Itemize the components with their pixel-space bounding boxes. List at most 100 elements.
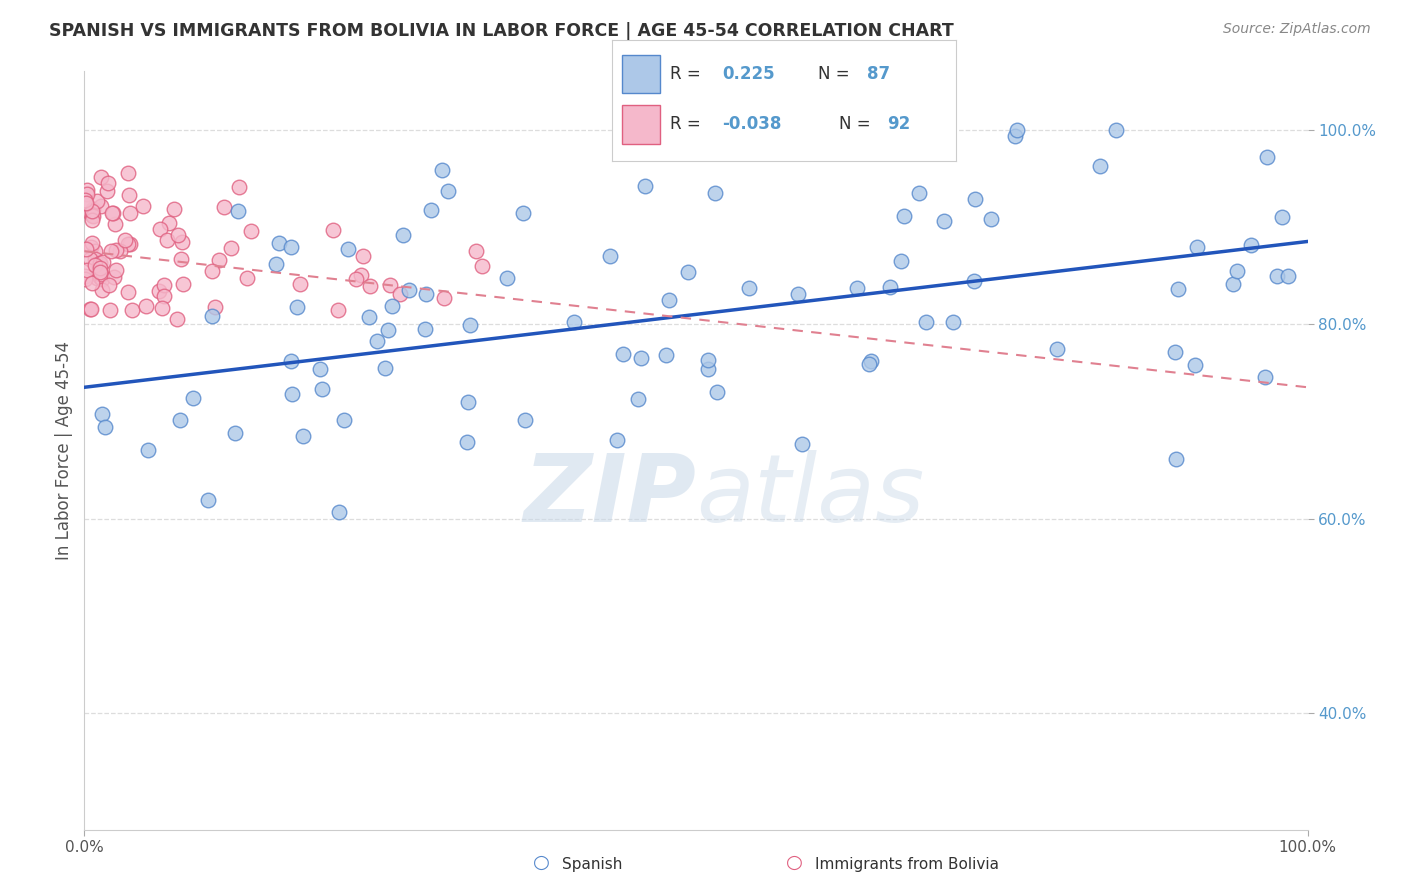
Point	[153, 278, 176, 293]
Point	[599, 249, 621, 263]
Point	[1222, 277, 1244, 292]
Point	[269, 236, 291, 251]
Point	[100, 244, 122, 259]
Point	[183, 391, 205, 405]
Point	[166, 227, 188, 242]
Point	[1046, 342, 1069, 356]
Point	[79, 301, 101, 316]
Point	[1185, 240, 1208, 254]
Point	[103, 269, 125, 284]
Point	[201, 264, 224, 278]
Point	[858, 357, 880, 371]
Point	[97, 278, 120, 293]
Point	[82, 209, 104, 223]
Point	[280, 353, 302, 368]
Point	[420, 202, 443, 217]
Point	[460, 318, 482, 333]
Point	[132, 199, 155, 213]
Point	[80, 240, 103, 254]
Point	[1277, 268, 1299, 283]
Point	[606, 433, 628, 447]
Point	[149, 222, 172, 236]
Y-axis label: In Labor Force | Age 45-54: In Labor Force | Age 45-54	[55, 341, 73, 560]
Text: R =: R =	[671, 115, 706, 134]
Point	[201, 309, 224, 323]
Point	[166, 312, 188, 326]
Point	[704, 186, 727, 200]
FancyBboxPatch shape	[621, 54, 659, 93]
Point	[170, 252, 193, 267]
Point	[110, 244, 132, 259]
Point	[392, 227, 415, 242]
Point	[1105, 122, 1128, 136]
Text: Source: ZipAtlas.com: Source: ZipAtlas.com	[1223, 22, 1371, 37]
Point	[352, 249, 374, 263]
Point	[1254, 370, 1277, 384]
Point	[84, 259, 107, 273]
Point	[655, 348, 678, 362]
Point	[80, 208, 103, 222]
Point	[75, 195, 97, 210]
Point	[963, 274, 986, 288]
Text: 92: 92	[887, 115, 911, 134]
Point	[658, 293, 681, 307]
Point	[1164, 344, 1187, 359]
Point	[697, 353, 720, 368]
Point	[93, 419, 115, 434]
Point	[226, 203, 249, 218]
Point	[224, 426, 246, 441]
Point	[120, 206, 142, 220]
Point	[228, 179, 250, 194]
Point	[280, 240, 302, 254]
Point	[634, 179, 657, 194]
Point	[264, 257, 287, 271]
Point	[214, 200, 236, 214]
Point	[1166, 451, 1188, 466]
Point	[381, 299, 404, 313]
Point	[430, 163, 453, 178]
Point	[101, 206, 124, 220]
Point	[172, 277, 194, 292]
Point	[1167, 282, 1189, 296]
Point	[1256, 151, 1278, 165]
Point	[1225, 263, 1247, 277]
Point	[89, 265, 111, 279]
Point	[495, 270, 517, 285]
Point	[328, 505, 350, 519]
Point	[907, 186, 929, 201]
Point	[311, 382, 333, 396]
Point	[1265, 269, 1288, 284]
Text: SPANISH VS IMMIGRANTS FROM BOLIVIA IN LABOR FORCE | AGE 45-54 CORRELATION CHART: SPANISH VS IMMIGRANTS FROM BOLIVIA IN LA…	[49, 22, 953, 40]
Text: ZIP: ZIP	[523, 450, 696, 542]
Point	[135, 299, 157, 313]
Point	[204, 300, 226, 314]
Point	[308, 361, 330, 376]
Point	[1004, 128, 1026, 143]
Point	[332, 412, 354, 426]
Point	[79, 206, 101, 220]
Point	[98, 302, 121, 317]
Point	[786, 286, 808, 301]
Point	[104, 263, 127, 277]
Point	[91, 271, 114, 285]
Point	[153, 289, 176, 303]
Text: N =: N =	[818, 65, 855, 83]
Point	[357, 310, 380, 324]
Point	[86, 194, 108, 208]
Text: R =: R =	[671, 65, 706, 83]
Point	[398, 283, 420, 297]
Point	[150, 301, 173, 315]
FancyBboxPatch shape	[621, 105, 659, 144]
Point	[515, 412, 537, 426]
Point	[82, 202, 104, 217]
Point	[934, 214, 956, 228]
Point	[464, 244, 486, 259]
Point	[378, 277, 401, 292]
Point	[366, 334, 388, 349]
Point	[80, 204, 103, 219]
Point	[326, 302, 349, 317]
Point	[157, 216, 180, 230]
Point	[350, 268, 373, 282]
Point	[291, 429, 314, 443]
Point	[80, 302, 103, 317]
